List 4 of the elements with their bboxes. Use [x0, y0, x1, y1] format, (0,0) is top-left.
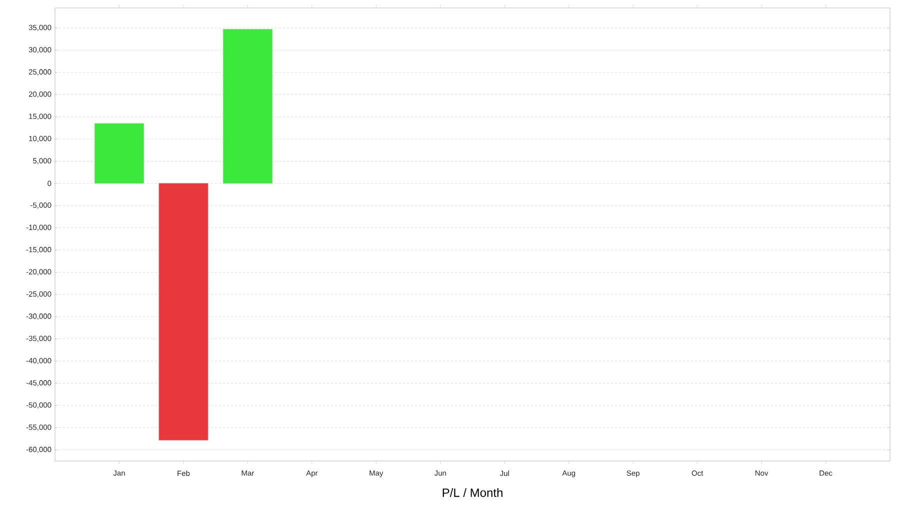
x-axis-title: P/L / Month	[442, 488, 502, 497]
bar	[158, 183, 208, 440]
bar	[223, 29, 272, 184]
bar	[94, 123, 144, 184]
